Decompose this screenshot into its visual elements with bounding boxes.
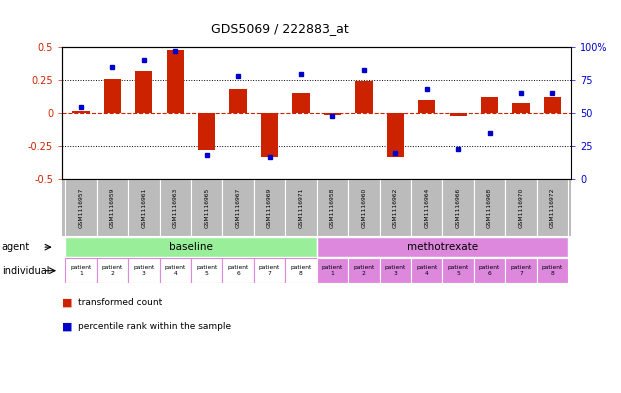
Bar — [292, 94, 310, 113]
Text: GSM1116964: GSM1116964 — [424, 187, 429, 228]
Text: patient
3: patient 3 — [384, 265, 406, 276]
Text: GSM1116958: GSM1116958 — [330, 187, 335, 228]
Text: patient
5: patient 5 — [448, 265, 469, 276]
Bar — [254, 259, 285, 283]
Bar — [104, 79, 121, 113]
Text: GSM1116965: GSM1116965 — [204, 187, 209, 228]
Bar — [128, 179, 160, 236]
Text: GSM1116972: GSM1116972 — [550, 187, 555, 228]
Text: GSM1116966: GSM1116966 — [456, 187, 461, 228]
Bar — [97, 259, 128, 283]
Text: percentile rank within the sample: percentile rank within the sample — [78, 322, 231, 331]
Bar — [317, 259, 348, 283]
Text: ■: ■ — [62, 321, 73, 331]
Text: GSM1116970: GSM1116970 — [519, 187, 524, 228]
Text: patient
4: patient 4 — [165, 265, 186, 276]
Bar — [65, 179, 97, 236]
Bar — [379, 179, 411, 236]
Bar — [355, 81, 373, 113]
Text: patient
6: patient 6 — [227, 265, 249, 276]
Bar — [505, 259, 537, 283]
Bar — [474, 179, 505, 236]
Bar — [97, 179, 128, 236]
Text: GSM1116962: GSM1116962 — [393, 187, 398, 228]
Text: patient
4: patient 4 — [416, 265, 437, 276]
Bar — [317, 237, 568, 257]
Bar — [135, 71, 153, 113]
Text: GSM1116969: GSM1116969 — [267, 187, 272, 228]
Text: GSM1116959: GSM1116959 — [110, 187, 115, 228]
Bar — [317, 179, 348, 236]
Bar — [285, 259, 317, 283]
Bar — [230, 90, 247, 113]
Bar — [261, 113, 278, 157]
Bar — [191, 179, 222, 236]
Bar — [254, 179, 285, 236]
Bar — [387, 113, 404, 157]
Text: GSM1116963: GSM1116963 — [173, 187, 178, 228]
Text: GDS5069 / 222883_at: GDS5069 / 222883_at — [211, 22, 348, 35]
Text: GSM1116967: GSM1116967 — [235, 187, 240, 228]
Bar — [537, 259, 568, 283]
Bar — [65, 237, 317, 257]
Text: patient
8: patient 8 — [542, 265, 563, 276]
Text: ■: ■ — [62, 298, 73, 308]
Text: patient
8: patient 8 — [290, 265, 312, 276]
Bar — [411, 259, 442, 283]
Text: patient
2: patient 2 — [102, 265, 123, 276]
Bar — [285, 179, 317, 236]
Text: agent: agent — [2, 242, 30, 252]
Bar — [198, 113, 215, 150]
Text: patient
2: patient 2 — [353, 265, 374, 276]
Text: GSM1116971: GSM1116971 — [299, 187, 304, 228]
Bar — [348, 179, 379, 236]
Text: patient
3: patient 3 — [133, 265, 155, 276]
Text: methotrexate: methotrexate — [407, 242, 478, 252]
Bar — [474, 259, 505, 283]
Bar — [411, 179, 442, 236]
Bar — [544, 97, 561, 113]
Text: patient
1: patient 1 — [322, 265, 343, 276]
Bar — [72, 110, 89, 113]
Bar — [379, 259, 411, 283]
Bar — [222, 259, 254, 283]
Text: patient
6: patient 6 — [479, 265, 501, 276]
Bar — [418, 100, 435, 113]
Bar — [481, 97, 498, 113]
Bar — [537, 179, 568, 236]
Text: GSM1116957: GSM1116957 — [78, 187, 83, 228]
Bar — [160, 259, 191, 283]
Text: patient
7: patient 7 — [259, 265, 280, 276]
Bar — [442, 179, 474, 236]
Bar — [348, 259, 379, 283]
Bar — [324, 113, 341, 114]
Text: baseline: baseline — [169, 242, 213, 252]
Bar — [442, 259, 474, 283]
Text: GSM1116961: GSM1116961 — [142, 187, 147, 228]
Bar — [450, 113, 467, 116]
Bar — [166, 50, 184, 113]
Text: GSM1116960: GSM1116960 — [361, 187, 366, 228]
Bar — [505, 179, 537, 236]
Text: GSM1116968: GSM1116968 — [487, 187, 492, 228]
Text: patient
5: patient 5 — [196, 265, 217, 276]
Text: individual: individual — [2, 266, 49, 276]
Bar — [65, 259, 97, 283]
Bar — [128, 259, 160, 283]
Bar — [160, 179, 191, 236]
Text: transformed count: transformed count — [78, 298, 162, 307]
Bar — [191, 259, 222, 283]
Bar — [512, 103, 530, 113]
Text: patient
1: patient 1 — [70, 265, 92, 276]
Text: patient
7: patient 7 — [510, 265, 532, 276]
Bar — [222, 179, 254, 236]
